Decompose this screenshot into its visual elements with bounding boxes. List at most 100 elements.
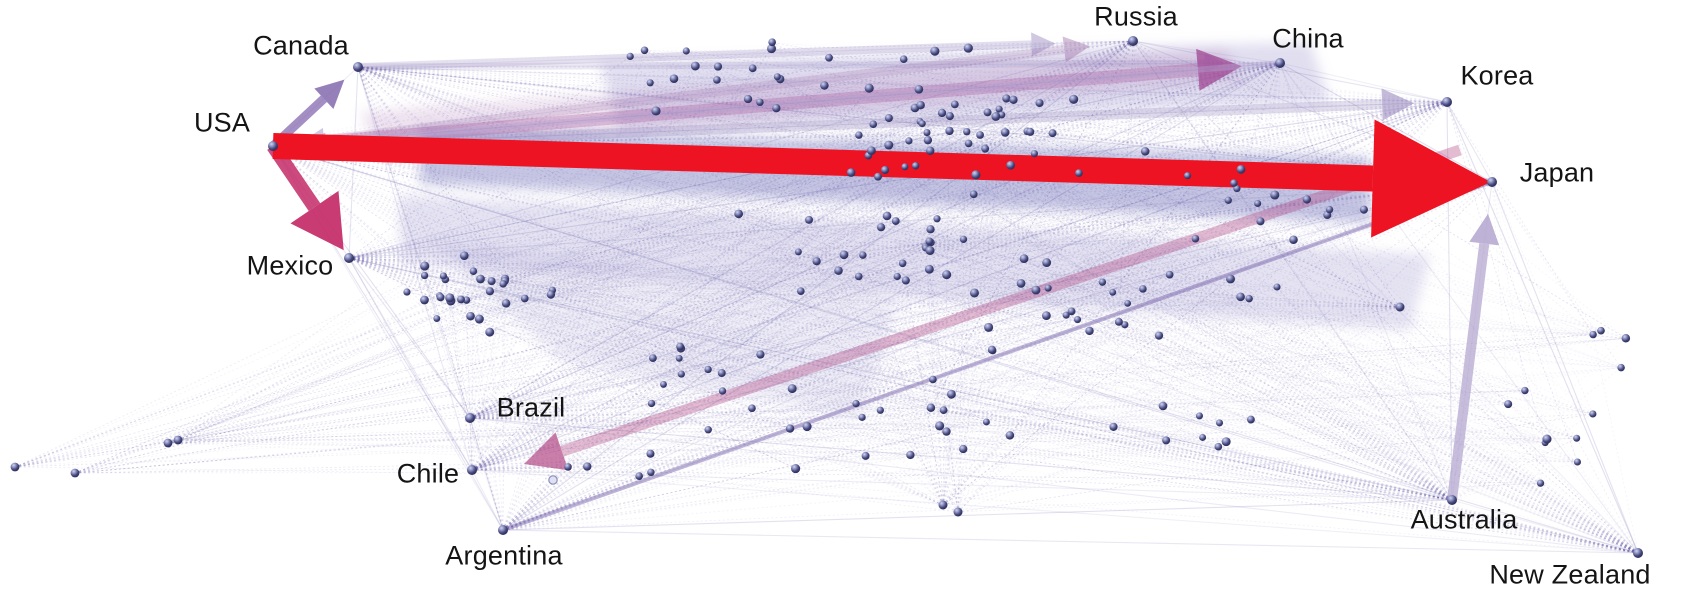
network-node bbox=[457, 295, 465, 304]
network-node bbox=[713, 76, 721, 84]
network-node bbox=[647, 468, 655, 477]
network-node bbox=[1109, 422, 1118, 431]
country-node-russia bbox=[1128, 36, 1138, 46]
network-node bbox=[950, 100, 959, 109]
network-node bbox=[995, 105, 1003, 113]
network-node bbox=[1030, 150, 1038, 158]
network-node bbox=[859, 251, 867, 259]
network-node bbox=[1256, 217, 1265, 226]
network-node bbox=[1236, 292, 1245, 302]
network-node bbox=[834, 266, 843, 275]
network-node bbox=[1359, 205, 1368, 214]
network-node bbox=[942, 270, 952, 280]
network-node bbox=[583, 462, 592, 471]
network-node bbox=[436, 293, 445, 302]
network-node bbox=[1199, 434, 1207, 441]
network-node bbox=[1230, 179, 1238, 187]
flow-argentina-japan bbox=[502, 180, 1493, 532]
network-node bbox=[976, 131, 984, 139]
network-node bbox=[1069, 94, 1079, 104]
country-node-argentina bbox=[498, 525, 508, 535]
network-node bbox=[867, 146, 876, 155]
flow-usa-russia bbox=[272, 36, 1090, 151]
network-node bbox=[1109, 288, 1117, 296]
network-node bbox=[918, 120, 926, 128]
country-node-brazil bbox=[465, 413, 475, 423]
network-node bbox=[469, 267, 478, 276]
network-node bbox=[647, 399, 656, 408]
network-node bbox=[825, 53, 833, 62]
network-node bbox=[1073, 316, 1082, 324]
network-node bbox=[991, 112, 1001, 121]
network-node bbox=[748, 64, 757, 73]
network-node bbox=[805, 215, 814, 224]
network-node bbox=[1589, 410, 1597, 418]
flow-canada-russia bbox=[357, 32, 1056, 71]
network-node bbox=[1195, 412, 1204, 420]
network-node bbox=[925, 245, 935, 256]
network-node bbox=[971, 170, 981, 180]
network-node bbox=[1226, 274, 1235, 284]
network-node bbox=[682, 47, 690, 55]
network-node bbox=[855, 131, 863, 139]
network-node bbox=[906, 450, 915, 460]
network-node bbox=[1165, 270, 1174, 279]
network-node bbox=[420, 271, 429, 280]
network-node bbox=[923, 128, 931, 137]
network-node bbox=[660, 380, 667, 388]
network-node bbox=[1184, 172, 1192, 180]
network-node bbox=[1191, 234, 1200, 243]
network-node bbox=[901, 276, 910, 285]
network-node bbox=[864, 83, 874, 93]
network-node bbox=[420, 295, 429, 305]
network-node bbox=[756, 350, 765, 359]
network-node bbox=[820, 81, 829, 90]
country-node-korea bbox=[1442, 97, 1452, 107]
network-node bbox=[677, 370, 685, 378]
network-node bbox=[939, 406, 948, 415]
flow-australia-japan bbox=[1447, 213, 1500, 501]
network-node bbox=[802, 421, 812, 432]
country-node-usa bbox=[268, 141, 278, 151]
network-node bbox=[983, 108, 992, 117]
network-node bbox=[718, 387, 727, 395]
network-node bbox=[1042, 311, 1051, 321]
hub-node bbox=[1395, 302, 1405, 312]
network-node bbox=[646, 449, 655, 458]
network-node bbox=[1005, 431, 1015, 440]
network-node bbox=[1270, 190, 1280, 200]
network-node bbox=[905, 137, 913, 145]
network-node bbox=[1289, 235, 1298, 245]
network-node bbox=[1224, 196, 1232, 204]
network-node bbox=[959, 444, 968, 454]
network-node bbox=[474, 314, 484, 324]
network-node bbox=[945, 126, 954, 136]
network-node bbox=[499, 280, 507, 288]
network-node bbox=[403, 288, 411, 296]
network-node bbox=[945, 112, 954, 121]
network-node bbox=[460, 251, 469, 260]
network-node bbox=[942, 427, 951, 436]
network-node bbox=[926, 403, 936, 412]
network-node bbox=[916, 100, 925, 110]
network-node bbox=[669, 74, 679, 83]
network-node bbox=[626, 52, 634, 61]
network-node bbox=[987, 345, 997, 354]
network-node bbox=[1035, 98, 1044, 108]
network-node bbox=[1062, 311, 1070, 319]
hub-node bbox=[953, 507, 963, 517]
network-node bbox=[891, 217, 900, 225]
network-node bbox=[901, 163, 909, 171]
network-node bbox=[893, 272, 901, 281]
network-node bbox=[925, 237, 934, 246]
network-node bbox=[876, 406, 884, 414]
network-node bbox=[1233, 185, 1241, 193]
network-node bbox=[884, 114, 893, 123]
network-node bbox=[930, 46, 940, 56]
network-node bbox=[963, 128, 971, 136]
network-node bbox=[756, 98, 764, 106]
network-node bbox=[969, 288, 979, 298]
network-node bbox=[649, 354, 657, 363]
network-node bbox=[869, 120, 878, 129]
network-node bbox=[445, 293, 455, 303]
